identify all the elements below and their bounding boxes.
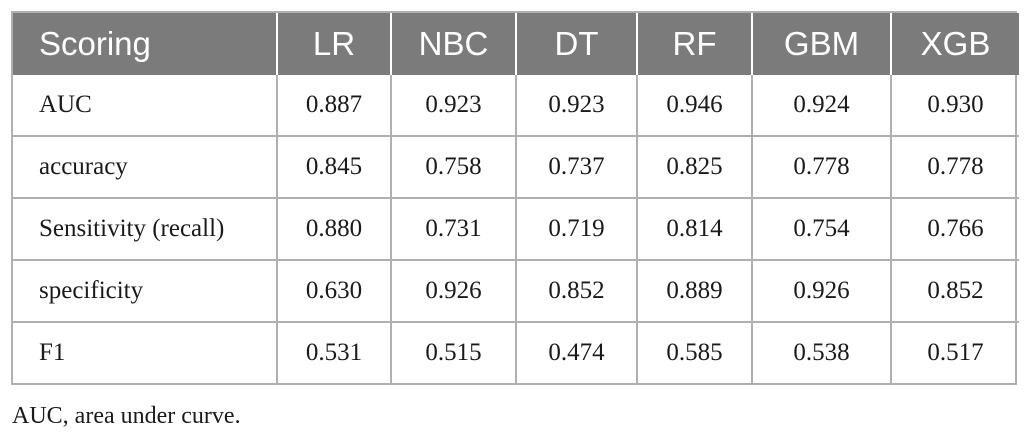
table-cell: 0.926 bbox=[390, 259, 516, 322]
row-label: AUC bbox=[39, 91, 92, 118]
table-header: Scoring LR NBC DT RF GBM XGB bbox=[13, 13, 1019, 75]
header-cell-lr: LR bbox=[276, 13, 391, 75]
table-cell: 0.924 bbox=[751, 75, 891, 136]
table-cell: 0.930 bbox=[890, 75, 1019, 136]
table-cell: 0.766 bbox=[890, 197, 1019, 260]
table-cell: 0.852 bbox=[515, 259, 637, 322]
table-cell: 0.737 bbox=[515, 135, 637, 198]
table-cell: 0.719 bbox=[515, 197, 637, 260]
table-cell: 0.926 bbox=[751, 259, 891, 322]
table-cell: 0.754 bbox=[751, 197, 891, 260]
table-cell: 0.946 bbox=[636, 75, 752, 136]
header-row: Scoring LR NBC DT RF GBM XGB bbox=[13, 13, 1019, 75]
header-cell-rf: RF bbox=[636, 13, 752, 75]
header-cell-nbc: NBC bbox=[390, 13, 516, 75]
table-row: accuracy 0.845 0.758 0.737 0.825 0.778 0… bbox=[13, 135, 1019, 198]
table-cell: 0.778 bbox=[890, 135, 1019, 198]
table-row: F1 0.531 0.515 0.474 0.585 0.538 0.517 bbox=[13, 321, 1019, 383]
table-row: specificity 0.630 0.926 0.852 0.889 0.92… bbox=[13, 259, 1019, 322]
table-row: Sensitivity (recall) 0.880 0.731 0.719 0… bbox=[13, 197, 1019, 260]
table-cell: 0.531 bbox=[276, 321, 391, 383]
table-cell: 0.923 bbox=[390, 75, 516, 136]
header-cell-gbm: GBM bbox=[751, 13, 891, 75]
results-table: Scoring LR NBC DT RF GBM XGB AUC 0.887 0… bbox=[13, 13, 1019, 383]
row-label: Sensitivity (recall) bbox=[13, 197, 277, 260]
table-cell: 0.538 bbox=[751, 321, 891, 383]
table-cell: 0.887 bbox=[276, 75, 391, 136]
table-cell: 0.889 bbox=[636, 259, 752, 322]
table-cell: 0.731 bbox=[390, 197, 516, 260]
results-table-container: Scoring LR NBC DT RF GBM XGB AUC 0.887 0… bbox=[11, 11, 1019, 385]
table-cell: 0.852 bbox=[890, 259, 1019, 322]
table-cell: 0.515 bbox=[390, 321, 516, 383]
table-cell: 0.630 bbox=[276, 259, 391, 322]
table-cell: 0.517 bbox=[890, 321, 1019, 383]
table-cell: 0.814 bbox=[636, 197, 752, 260]
header-cell-xgb: XGB bbox=[890, 13, 1019, 75]
table-cell: 0.880 bbox=[276, 197, 391, 260]
table-cell: 0.825 bbox=[636, 135, 752, 198]
table-cell: 0.778 bbox=[751, 135, 891, 198]
table-body: AUC 0.887 0.923 0.923 0.946 0.924 0.930 … bbox=[13, 75, 1019, 383]
table-footnote: AUC, area under curve. bbox=[12, 403, 241, 429]
table-cell: 0.474 bbox=[515, 321, 637, 383]
table-row: AUC 0.887 0.923 0.923 0.946 0.924 0.930 bbox=[13, 75, 1019, 136]
header-cell-dt: DT bbox=[515, 13, 637, 75]
row-label: specificity bbox=[13, 259, 277, 322]
row-label: accuracy bbox=[13, 135, 277, 198]
table-cell: 0.585 bbox=[636, 321, 752, 383]
header-cell-scoring: Scoring bbox=[13, 13, 277, 75]
table-cell: 0.758 bbox=[390, 135, 516, 198]
table-cell: 0.923 bbox=[515, 75, 637, 136]
table-cell: 0.845 bbox=[276, 135, 391, 198]
row-label: F1 bbox=[13, 321, 277, 383]
